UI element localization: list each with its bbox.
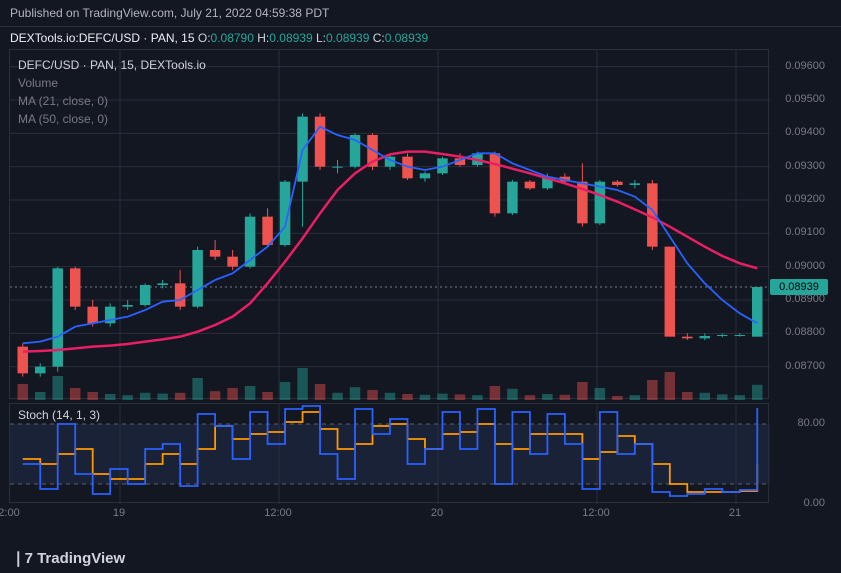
x-tick: 19 — [113, 507, 125, 519]
overlay-ma1: MA (21, close, 0) — [18, 92, 206, 110]
brand-text: TradingView — [37, 550, 125, 567]
x-axis: 2:001912:002012:0021 — [9, 503, 769, 527]
stoch-label: Stoch (14, 1, 3) — [18, 408, 100, 422]
y-tick: 0.08800 — [785, 326, 825, 338]
y-tick: 0.09600 — [785, 60, 825, 72]
x-tick: 12:00 — [582, 507, 610, 519]
y-tick: 0.09100 — [785, 226, 825, 238]
h-val: 0.08939 — [269, 31, 312, 45]
x-tick: 21 — [729, 507, 741, 519]
overlay-labels: DEFC/USD · PAN, 15, DEXTools.io Volume M… — [18, 56, 206, 128]
publish-text: Published on TradingView.com, July 21, 2… — [10, 6, 329, 20]
sym-pre: DEXTools.io: — [10, 31, 79, 45]
brand-icon: ❘7 — [12, 550, 37, 567]
l-label: L: — [316, 31, 326, 45]
o-val: 0.08790 — [211, 31, 254, 45]
x-tick: 2:00 — [0, 507, 20, 519]
stoch-tick: 80.00 — [797, 417, 825, 429]
y-tick: 0.09500 — [785, 93, 825, 105]
overlay-title: DEFC/USD · PAN, 15, DEXTools.io — [18, 56, 206, 74]
pair: · PAN, 15 — [140, 31, 194, 45]
overlay-ma2: MA (50, close, 0) — [18, 110, 206, 128]
overlay-volume: Volume — [18, 74, 206, 92]
footer-brand: ❘7 TradingView — [12, 549, 125, 567]
y-tick: 0.08900 — [785, 293, 825, 305]
y-axis: 0.09600 0.09500 0.09400 0.09300 0.09200 0.091… — [771, 49, 831, 399]
price-chart-area[interactable]: DEFC/USD · PAN, 15, DEXTools.io Volume M… — [9, 49, 831, 399]
y-tick: 0.08700 — [785, 360, 825, 372]
stoch-y-axis: 80.000.00 — [771, 403, 831, 503]
price-chart[interactable]: DEFC/USD · PAN, 15, DEXTools.io Volume M… — [9, 49, 769, 399]
c-val: 0.08939 — [385, 31, 428, 45]
publish-header: Published on TradingView.com, July 21, 2… — [0, 0, 841, 27]
c-label: C: — [373, 31, 385, 45]
x-tick: 12:00 — [264, 507, 292, 519]
y-tick: 0.09000 — [785, 260, 825, 272]
x-tick: 20 — [431, 507, 443, 519]
stoch-svg — [10, 404, 770, 504]
stoch-chart[interactable]: Stoch (14, 1, 3) — [9, 403, 769, 503]
y-tick: 0.09400 — [785, 126, 825, 138]
o-label: O: — [198, 31, 211, 45]
sym: DEFC/USD — [79, 31, 140, 45]
y-tick: 0.09300 — [785, 160, 825, 172]
symbol-row: DEXTools.io:DEFC/USD · PAN, 15 O:0.08790… — [0, 27, 841, 49]
stoch-tick: 0.00 — [804, 497, 825, 509]
stoch-area[interactable]: Stoch (14, 1, 3) 80.000.00 — [9, 403, 831, 503]
h-label: H: — [257, 31, 269, 45]
l-val: 0.08939 — [326, 31, 369, 45]
y-tick: 0.09200 — [785, 193, 825, 205]
